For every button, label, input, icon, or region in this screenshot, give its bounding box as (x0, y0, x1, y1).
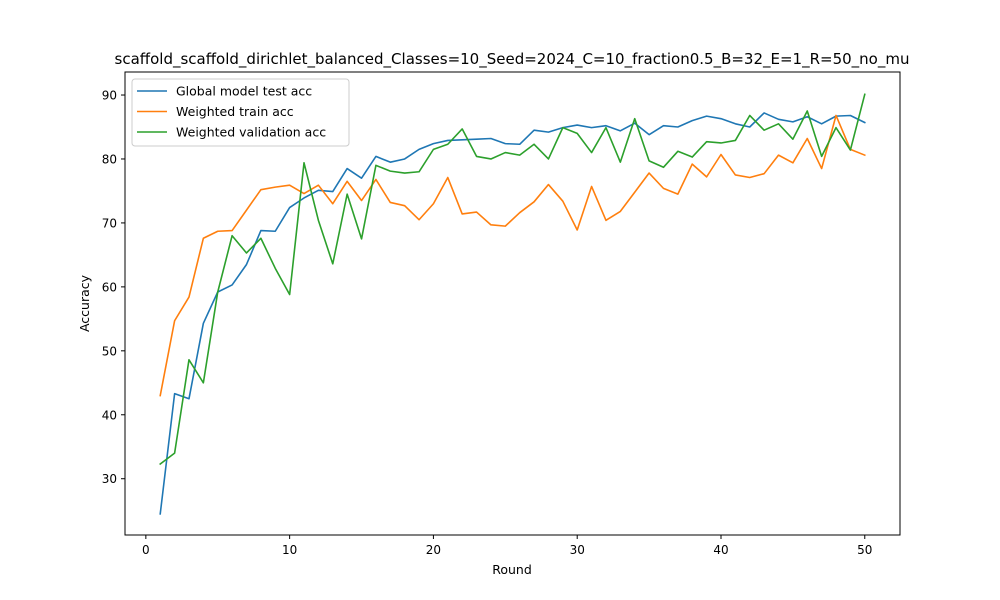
legend-label-2: Weighted validation acc (176, 125, 326, 140)
series-line-2 (159, 93, 866, 466)
legend-label-1: Weighted train acc (176, 104, 294, 119)
series-line-0 (159, 112, 866, 515)
x-axis-label: Round (492, 562, 532, 577)
x-tick-label: 20 (426, 543, 441, 557)
x-tick-label: 40 (713, 543, 728, 557)
y-axis-label: Accuracy (77, 274, 92, 332)
legend-box (131, 78, 350, 147)
y-tick-label: 60 (102, 280, 117, 294)
x-tick-label: 10 (282, 543, 297, 557)
plot-frame (124, 71, 901, 536)
y-tick-label: 90 (102, 89, 117, 103)
y-tick-label: 80 (102, 152, 117, 166)
x-tick-label: 0 (142, 543, 150, 557)
y-tick-label: 40 (102, 408, 117, 422)
y-tick-label: 50 (102, 344, 117, 358)
y-axis-ticks: 30 40 50 60 70 80 90 (102, 89, 125, 486)
x-axis-ticks: 0 10 20 30 40 50 (142, 535, 872, 557)
chart-title: scaffold_scaffold_dirichlet_balanced_Cla… (115, 50, 910, 69)
series-line-1 (159, 114, 866, 397)
x-tick-label: 30 (570, 543, 585, 557)
plot-lines (159, 93, 866, 515)
y-tick-label: 30 (102, 472, 117, 486)
x-tick-label: 50 (857, 543, 872, 557)
y-tick-label: 70 (102, 216, 117, 230)
legend: Global model test acc Weighted train acc W… (131, 78, 350, 147)
legend-label-0: Global model test acc (176, 84, 312, 99)
